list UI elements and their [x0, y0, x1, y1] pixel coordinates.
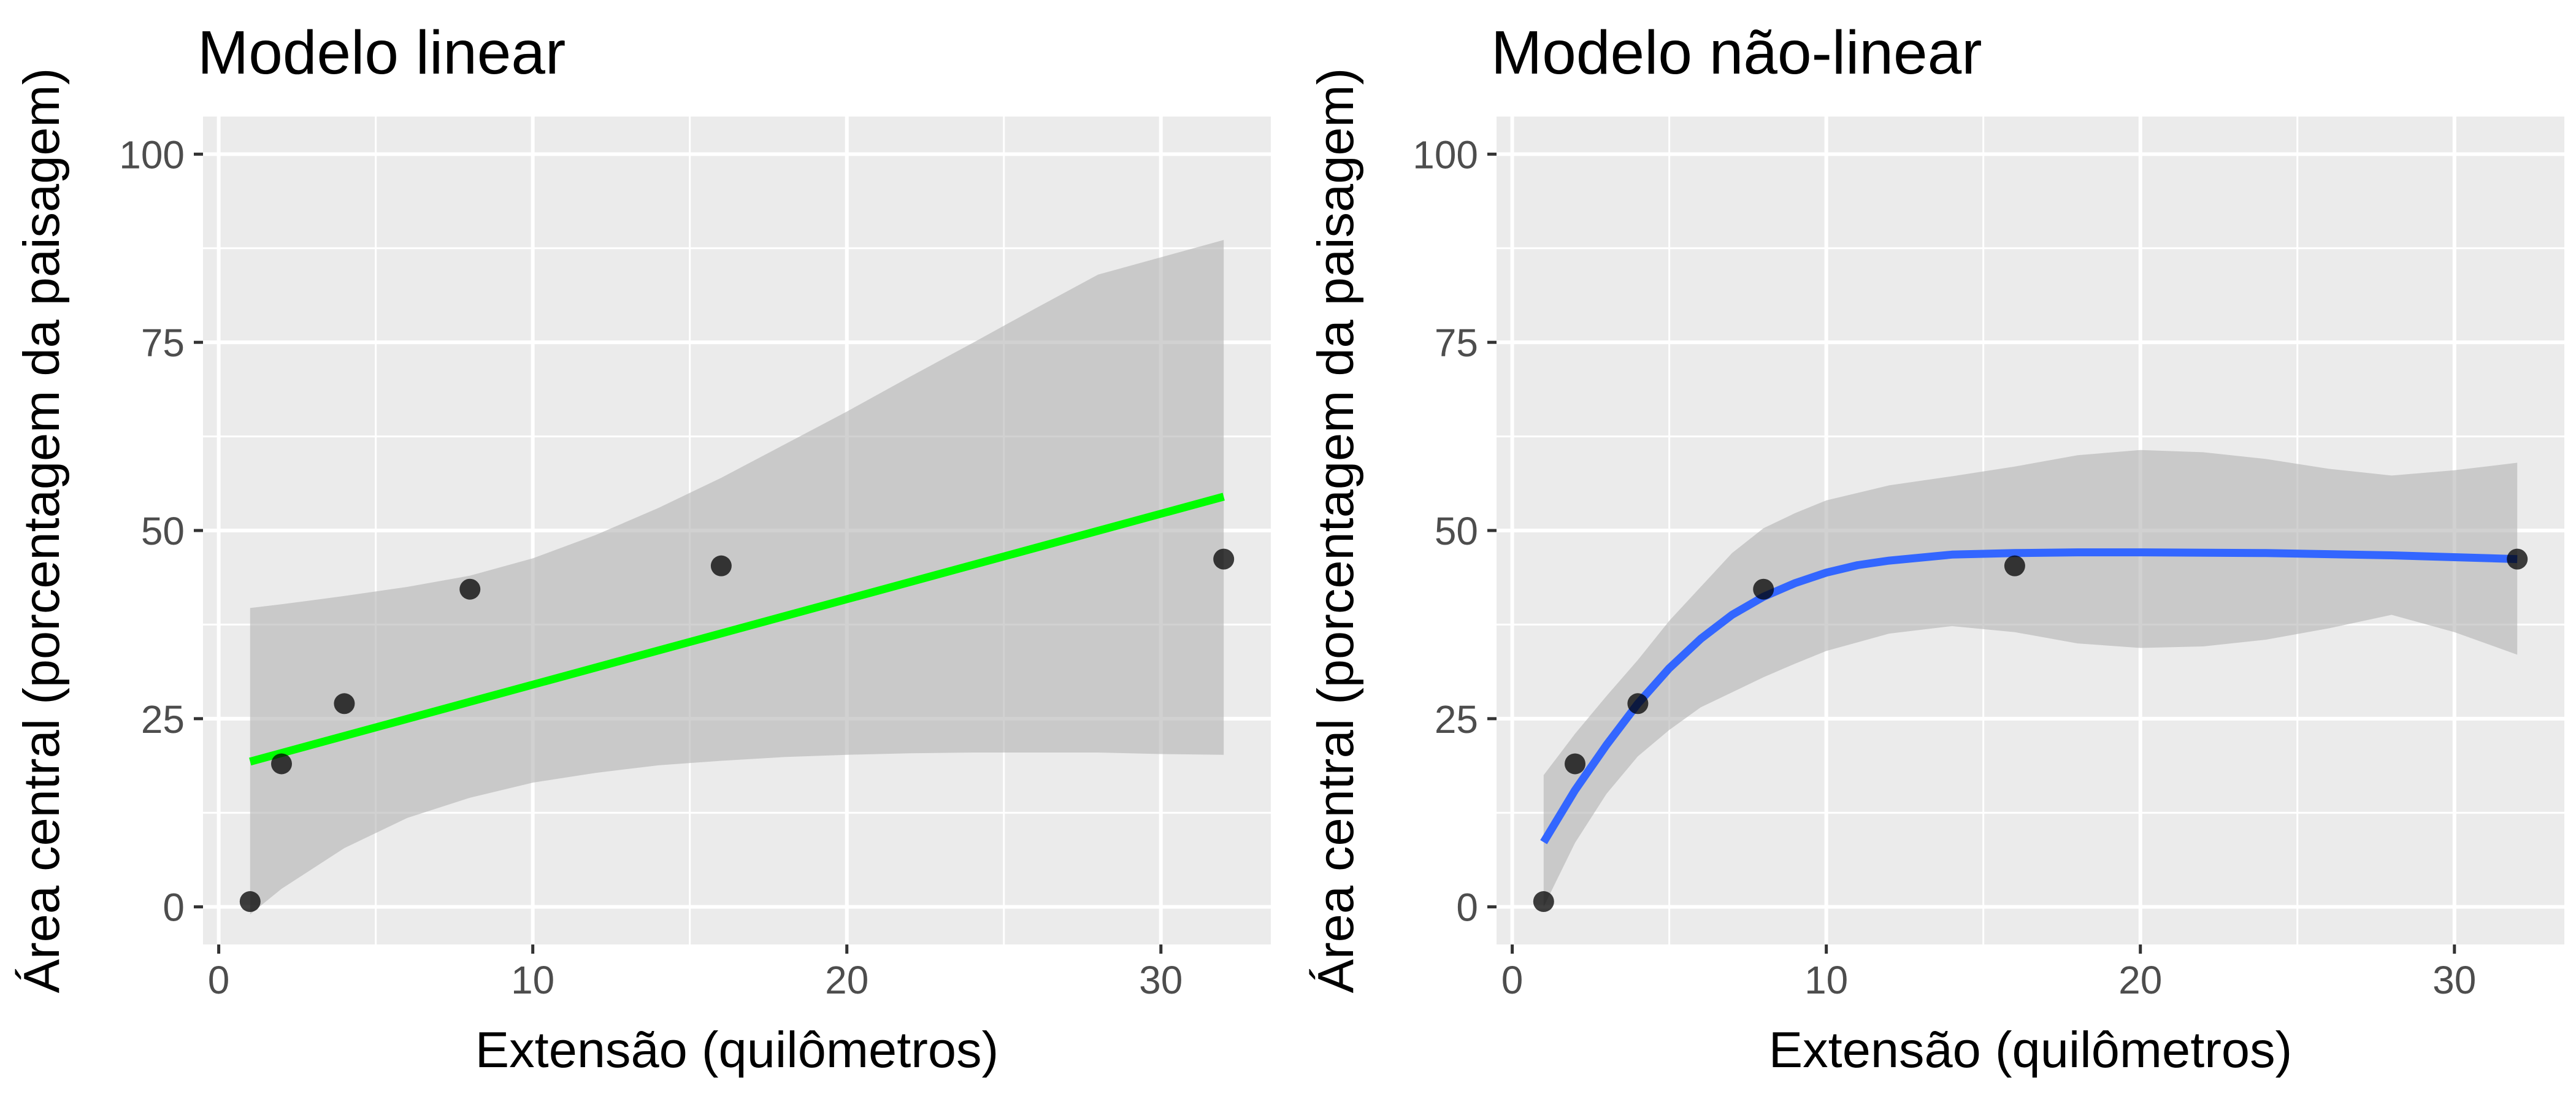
data-point [1213, 548, 1235, 570]
chart-panel-1: 0 10 20 30 0 25 50 75 100 Modelo linear Extensão (… [13, 18, 1271, 1078]
data-point [710, 555, 732, 576]
y-tick-label: 25 [1435, 697, 1478, 741]
y-axis-title: Área central (porcentagem da paisagem) [1307, 68, 1364, 994]
data-point [1627, 693, 1649, 714]
data-point [2004, 555, 2025, 576]
confidence-band [250, 240, 1224, 914]
chart-title: Modelo não-linear [1491, 18, 1982, 87]
y-tick-label: 50 [1435, 509, 1478, 553]
x-axis-title: Extensão (quilômetros) [1769, 1021, 2292, 1078]
data-point [1753, 578, 1774, 600]
fit-line [249, 492, 1225, 766]
chart-title: Modelo linear [197, 18, 565, 87]
x-tick-label: 30 [2432, 958, 2476, 1002]
y-axis-title: Área central (porcentagem da paisagem) [13, 68, 70, 994]
x-tick-label: 0 [1501, 958, 1524, 1002]
y-tick-label: 0 [163, 886, 185, 930]
y-tick-label: 100 [1413, 132, 1478, 177]
x-axis-title: Extensão (quilômetros) [475, 1021, 999, 1078]
data-point [2507, 548, 2528, 570]
x-tick-label: 0 [208, 958, 230, 1002]
y-tick-label: 25 [141, 697, 185, 741]
data-point [459, 578, 481, 600]
x-tick-label: 30 [1139, 958, 1183, 1002]
y-tick-label: 100 [119, 132, 185, 177]
data-point [239, 891, 261, 913]
x-tick-label: 20 [825, 958, 868, 1002]
data-point [334, 693, 355, 714]
y-tick-label: 75 [1435, 321, 1478, 365]
data-point [271, 753, 293, 775]
data-point [1533, 891, 1554, 913]
x-tick-label: 10 [1804, 958, 1848, 1002]
data-point [1565, 753, 1586, 775]
y-tick-label: 0 [1456, 886, 1478, 930]
y-tick-label: 75 [141, 321, 185, 365]
y-tick-label: 50 [141, 509, 185, 553]
confidence-band [1543, 450, 2518, 907]
x-tick-label: 10 [511, 958, 554, 1002]
chart-panel-2: 0 10 20 30 0 25 50 75 100 Modelo não-linear Extens… [1307, 18, 2564, 1078]
x-tick-label: 20 [2118, 958, 2162, 1002]
